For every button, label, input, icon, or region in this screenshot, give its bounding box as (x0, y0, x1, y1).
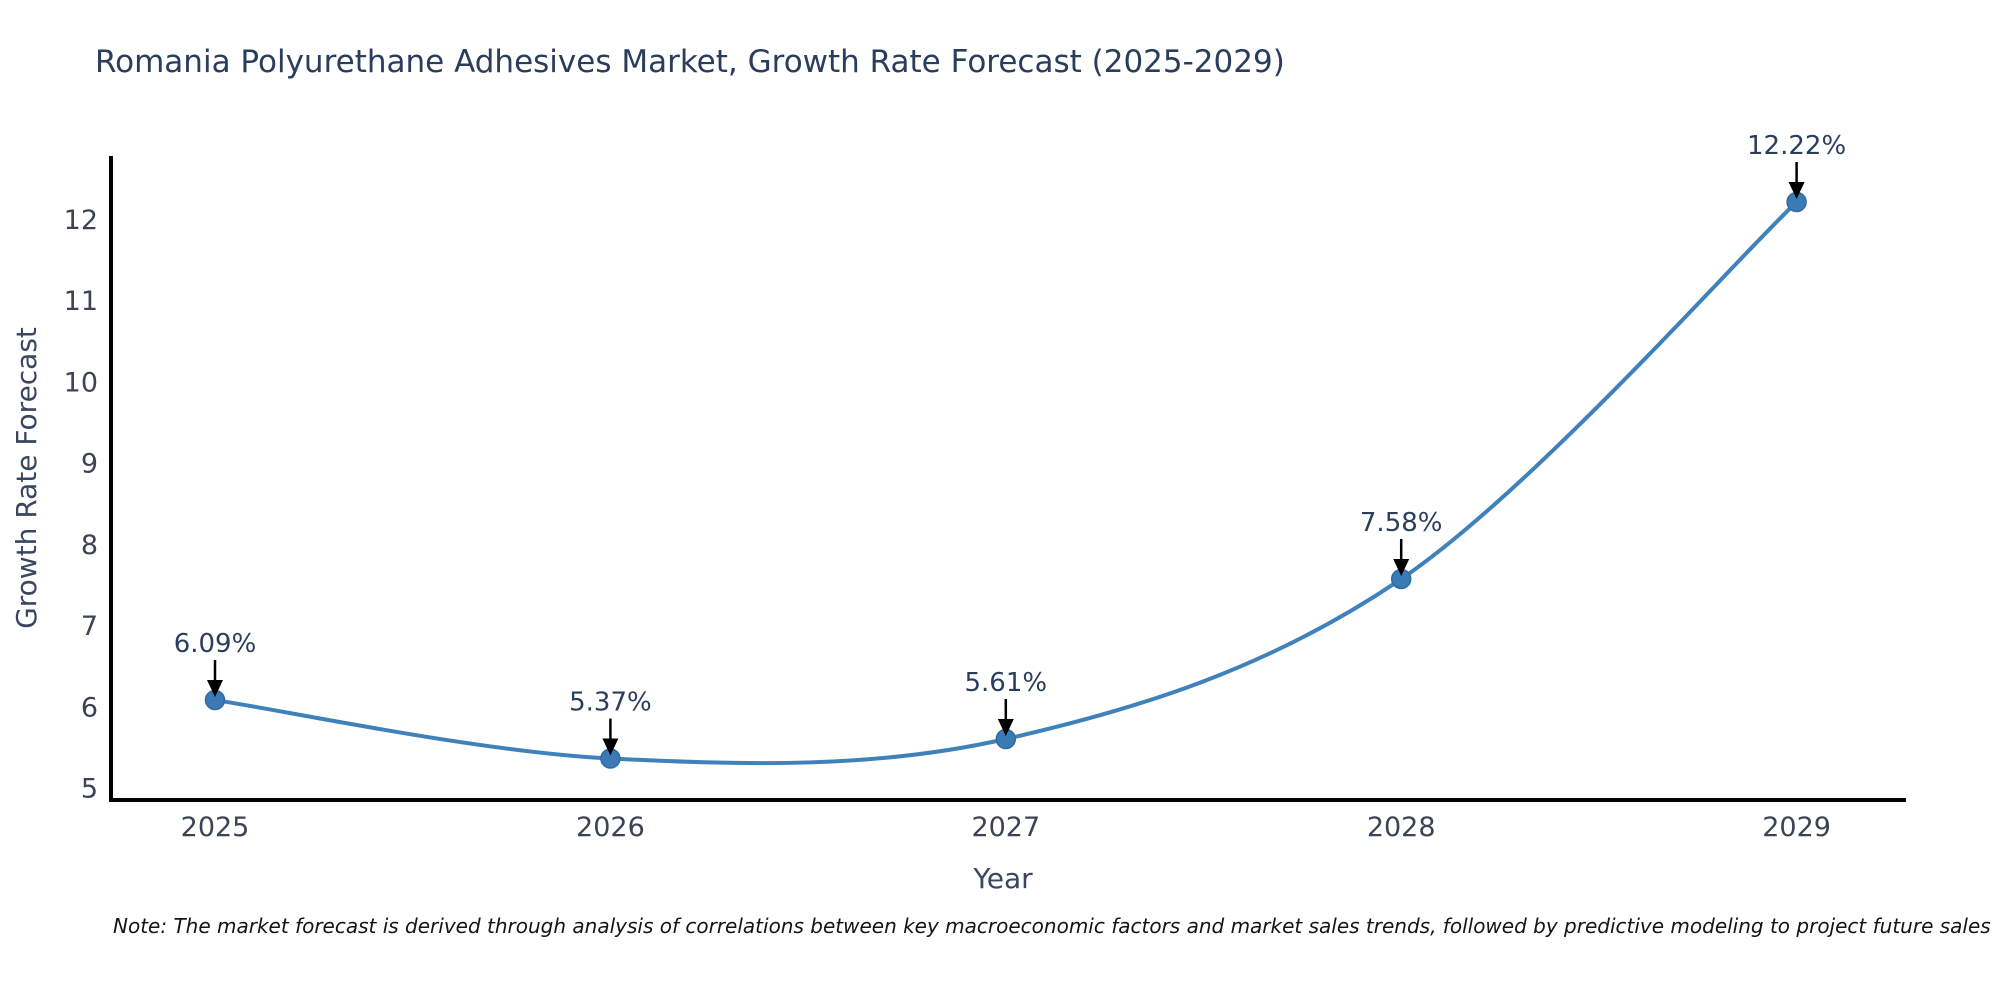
y-tick-label: 6 (81, 692, 98, 723)
x-tick-label: 2026 (576, 812, 645, 843)
x-tick-label: 2025 (181, 812, 250, 843)
y-tick-label: 10 (64, 367, 98, 398)
point-annotation-label: 7.58% (1360, 508, 1443, 538)
y-tick-label: 11 (64, 286, 98, 317)
y-tick-label: 7 (81, 611, 98, 642)
point-annotation-label: 6.09% (174, 629, 257, 659)
y-tick-label: 8 (81, 530, 98, 561)
annotation-arrow-head (602, 738, 619, 756)
point-annotation-label: 5.37% (569, 688, 652, 718)
point-annotation-label: 5.61% (964, 668, 1047, 698)
y-axis-title: Growth Rate Forecast (10, 327, 43, 629)
y-tick-label: 9 (81, 449, 98, 480)
forecast-line (213, 200, 1799, 766)
y-tick-label: 12 (64, 205, 98, 236)
annotation-arrow-head (1788, 182, 1805, 200)
x-tick-label: 2027 (971, 812, 1040, 843)
x-tick-label: 2028 (1367, 812, 1436, 843)
annotation-arrow-head (207, 680, 223, 698)
point-annotation-label: 12.22% (1747, 131, 1846, 161)
footnote: Note: The market forecast is derived thr… (113, 914, 1991, 938)
x-axis-title: Year (972, 862, 1033, 895)
chart-title: Romania Polyurethane Adhesives Market, G… (95, 44, 1285, 80)
annotation-arrow-head (997, 719, 1014, 737)
y-tick-label: 5 (81, 774, 98, 805)
x-tick-label: 2029 (1762, 812, 1831, 843)
annotation-arrow-head (1393, 559, 1410, 577)
